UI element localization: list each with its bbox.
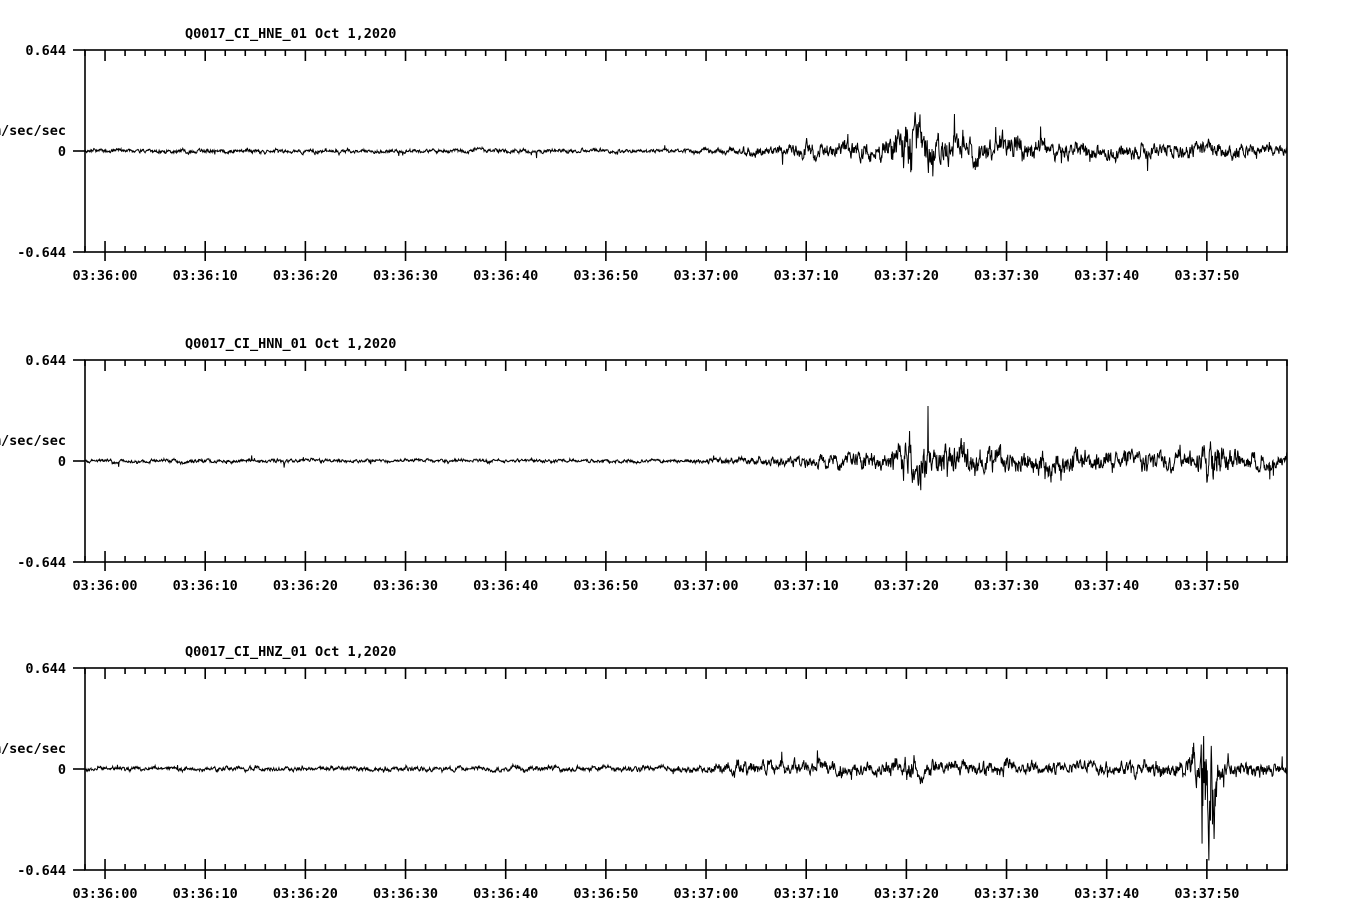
waveform-trace-group (84, 735, 1288, 861)
seismogram-panel-hne: Q0017_CI_HNE_01 Oct 1,2020 cm/sec/sec 03:3… (0, 18, 1358, 290)
x-axis-tick-label: 03:36:10 (173, 886, 238, 902)
y-axis-tick-label: 0 (58, 144, 66, 160)
waveform-trace (84, 112, 1288, 177)
x-axis-tick-label: 03:36:20 (273, 578, 338, 594)
y-axis-tick-label: 0.644 (25, 353, 66, 369)
x-axis-tick-label: 03:36:10 (173, 578, 238, 594)
y-axis-tick-label: -0.644 (17, 245, 66, 261)
y-axis-label: cm/sec/sec (0, 741, 66, 757)
x-axis-tick-label: 03:37:40 (1074, 268, 1139, 284)
x-axis-ticks (84, 50, 1288, 261)
y-axis-label: cm/sec/sec (0, 433, 66, 449)
y-axis-tick-labels: 0.644 0 -0.644 (17, 43, 66, 261)
y-axis-tick-label: 0 (58, 454, 66, 470)
waveform-trace-group (84, 405, 1288, 491)
x-axis-tick-label: 03:37:30 (974, 886, 1039, 902)
y-axis-tick-labels: 0.644 0 -0.644 (17, 353, 66, 571)
x-axis-tick-label: 03:36:30 (373, 886, 438, 902)
waveform-trace (84, 405, 1288, 491)
y-axis-tick-labels: 0.644 0 -0.644 (17, 661, 66, 879)
x-axis-tick-label: 03:36:20 (273, 268, 338, 284)
x-axis-tick-label: 03:36:00 (73, 886, 138, 902)
waveform-trace (84, 735, 1288, 861)
x-axis-tick-label: 03:37:00 (674, 578, 739, 594)
x-axis-tick-labels: 03:36:00 03:36:10 03:36:20 03:36:30 03:36:40… (73, 886, 1240, 902)
x-axis-tick-label: 03:36:10 (173, 268, 238, 284)
x-axis-tick-label: 03:37:00 (674, 886, 739, 902)
seismogram-panel-hnz: Q0017_CI_HNZ_01 Oct 1,2020 cm/sec/sec 03:3… (0, 636, 1358, 908)
panel-title: Q0017_CI_HNZ_01 Oct 1,2020 (185, 644, 396, 660)
seismogram-panel-hnn: Q0017_CI_HNN_01 Oct 1,2020 cm/sec/sec 03:3… (0, 328, 1358, 600)
x-axis-tick-label: 03:36:40 (473, 268, 538, 284)
y-axis-ticks (73, 667, 85, 871)
y-axis-tick-label: 0 (58, 762, 66, 778)
x-axis-tick-label: 03:36:40 (473, 886, 538, 902)
x-axis-ticks (84, 360, 1288, 571)
x-axis-tick-label: 03:37:10 (774, 886, 839, 902)
x-axis-tick-label: 03:36:20 (273, 886, 338, 902)
x-axis-tick-label: 03:36:50 (573, 578, 638, 594)
y-axis-label: cm/sec/sec (0, 123, 66, 139)
x-axis-tick-labels: 03:36:00 03:36:10 03:36:20 03:36:30 03:36:40… (73, 268, 1240, 284)
x-axis-tick-label: 03:36:30 (373, 268, 438, 284)
x-axis-tick-labels: 03:36:00 03:36:10 03:36:20 03:36:30 03:36:40… (73, 578, 1240, 594)
x-axis-tick-label: 03:36:00 (73, 268, 138, 284)
x-axis-tick-label: 03:37:20 (874, 268, 939, 284)
y-axis-tick-label: 0.644 (25, 661, 66, 677)
waveform-trace-group (84, 112, 1288, 177)
x-axis-tick-label: 03:37:50 (1174, 578, 1239, 594)
x-axis-tick-label: 03:36:40 (473, 578, 538, 594)
x-axis-tick-label: 03:37:30 (974, 578, 1039, 594)
x-axis-ticks (84, 668, 1288, 879)
y-axis-tick-label: -0.644 (17, 863, 66, 879)
panel-title: Q0017_CI_HNN_01 Oct 1,2020 (185, 336, 396, 352)
x-axis-tick-label: 03:37:30 (974, 268, 1039, 284)
y-axis-tick-label: -0.644 (17, 555, 66, 571)
x-axis-tick-label: 03:37:00 (674, 268, 739, 284)
x-axis-tick-label: 03:36:50 (573, 268, 638, 284)
x-axis-tick-label: 03:37:40 (1074, 578, 1139, 594)
x-axis-tick-label: 03:37:50 (1174, 268, 1239, 284)
x-axis-tick-label: 03:36:00 (73, 578, 138, 594)
y-axis-ticks (73, 359, 85, 563)
x-axis-tick-label: 03:37:20 (874, 886, 939, 902)
x-axis-tick-label: 03:37:10 (774, 578, 839, 594)
panel-title: Q0017_CI_HNE_01 Oct 1,2020 (185, 26, 396, 42)
y-axis-tick-label: 0.644 (25, 43, 66, 59)
y-axis-ticks (73, 49, 85, 253)
x-axis-tick-label: 03:36:30 (373, 578, 438, 594)
x-axis-tick-label: 03:37:20 (874, 578, 939, 594)
x-axis-tick-label: 03:37:50 (1174, 886, 1239, 902)
x-axis-tick-label: 03:37:40 (1074, 886, 1139, 902)
x-axis-tick-label: 03:36:50 (573, 886, 638, 902)
x-axis-tick-label: 03:37:10 (774, 268, 839, 284)
